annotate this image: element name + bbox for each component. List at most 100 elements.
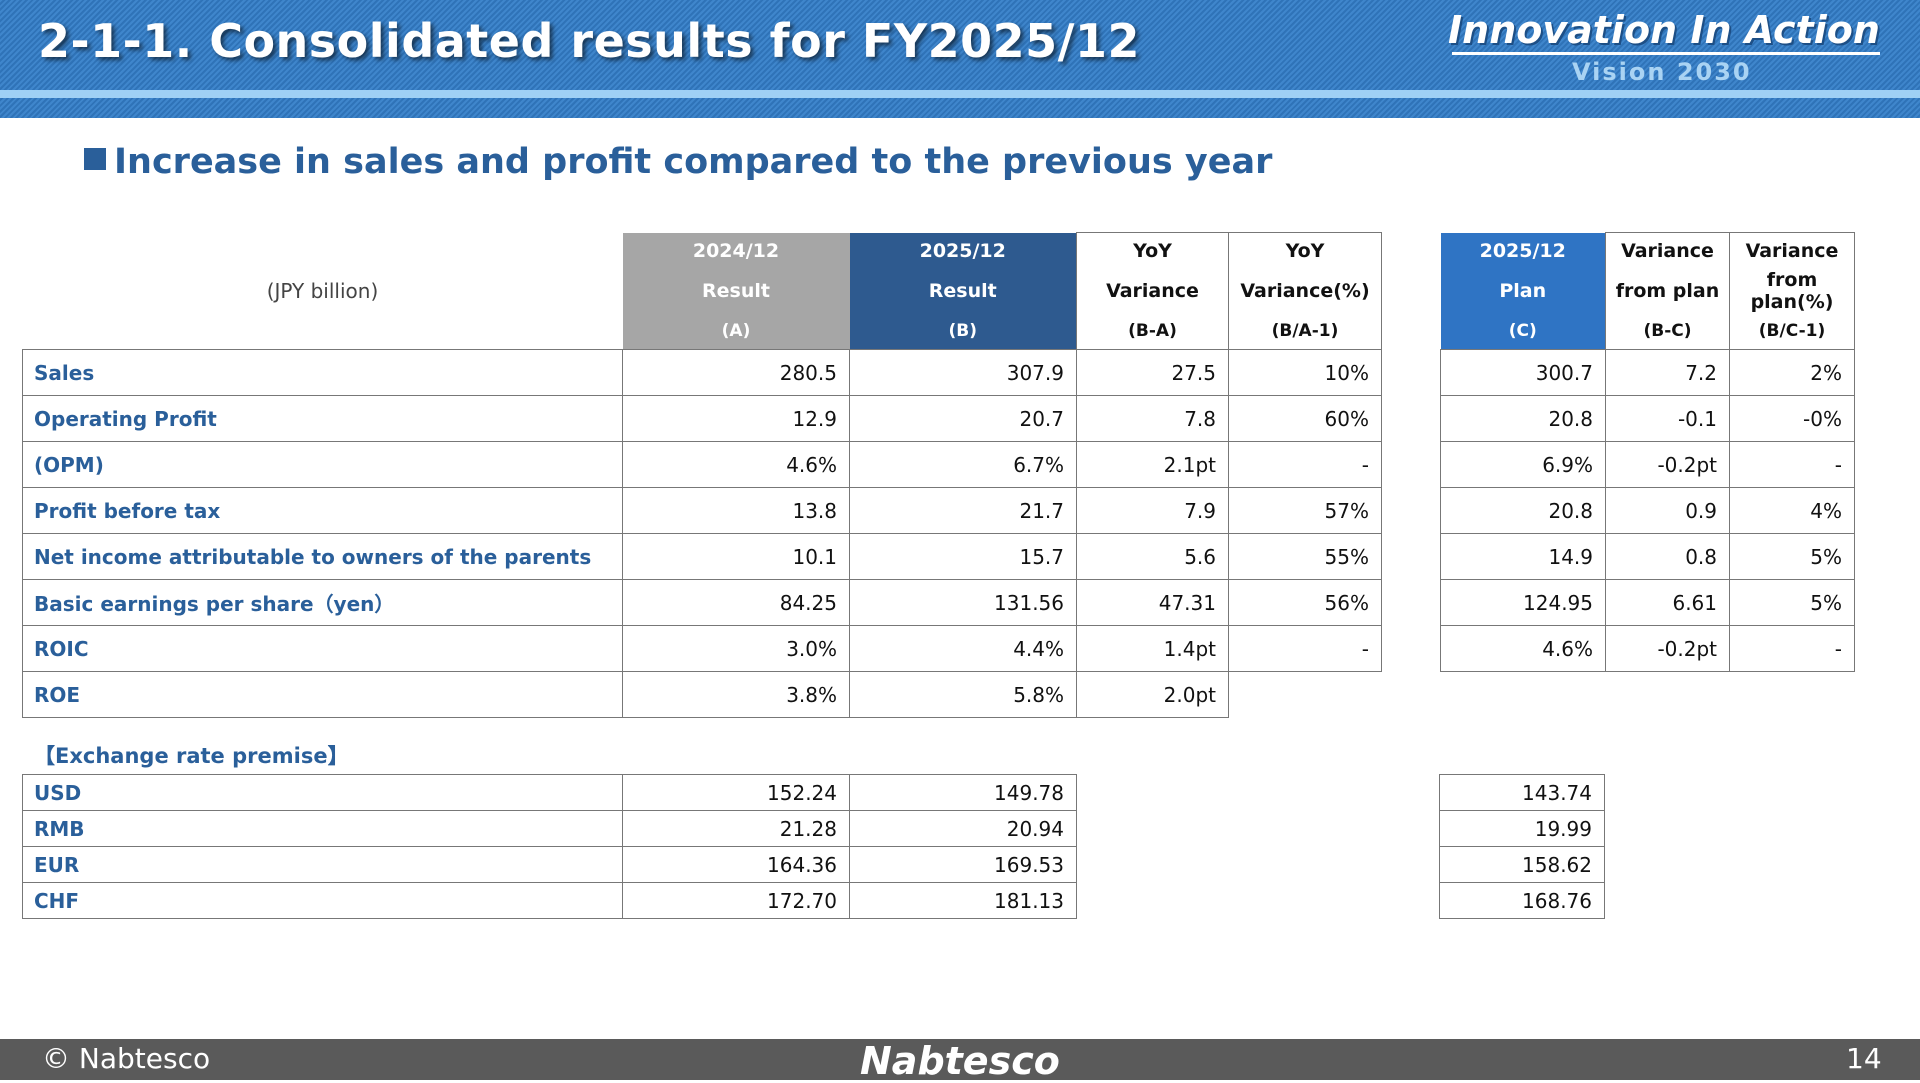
brand-main-text: Innovation In Action	[1448, 8, 1880, 52]
cell-bap: 56%	[1228, 579, 1382, 626]
gap	[1381, 579, 1441, 626]
exchange-rate-title: 【Exchange rate premise】	[34, 744, 349, 768]
col-ba-line3: (B-A)	[1076, 313, 1229, 350]
cell-ba: 47.31	[1076, 579, 1229, 626]
cell-bcp: -0%	[1729, 395, 1855, 442]
col-ba-line2: Variance	[1076, 269, 1229, 313]
cell-c: 124.95	[1440, 579, 1606, 626]
gap	[1077, 847, 1440, 883]
cell-bap: 10%	[1228, 349, 1382, 396]
page-number: 14	[1846, 1042, 1882, 1075]
cell-a: 10.1	[622, 533, 850, 580]
gap	[1381, 487, 1441, 534]
table-row: Basic earnings per share（yen） 84.25 131.…	[22, 579, 1855, 626]
cell-bc: 7.2	[1605, 349, 1730, 396]
row-label: Net income attributable to owners of the…	[22, 533, 623, 580]
table-row: ROE 3.8% 5.8% 2.0pt	[22, 671, 1855, 718]
col-a-line3: (A)	[622, 313, 850, 350]
rate-b: 181.13	[849, 882, 1077, 919]
gap	[1381, 671, 1441, 718]
gap	[1381, 533, 1441, 580]
gap	[1077, 775, 1440, 811]
cell-b: 15.7	[849, 533, 1077, 580]
cell-a: 12.9	[622, 395, 850, 442]
brand-underline	[1452, 52, 1880, 55]
row-label: Sales	[22, 349, 623, 396]
row-label: ROE	[22, 671, 623, 718]
company-logo: Nabtesco	[860, 1039, 1060, 1083]
cell-bap: -	[1228, 625, 1382, 672]
cell-ba: 5.6	[1076, 533, 1229, 580]
square-bullet-icon	[84, 148, 106, 170]
cell-ba: 2.1pt	[1076, 441, 1229, 488]
col-bap-line2: Variance(%)	[1228, 269, 1382, 313]
rate-a: 172.70	[622, 882, 850, 919]
rate-c: 19.99	[1439, 810, 1605, 847]
rate-a: 164.36	[622, 846, 850, 883]
gap	[1077, 811, 1440, 847]
col-c-line2: Plan	[1440, 269, 1606, 313]
page-title: 2-1-1. Consolidated results for FY2025/1…	[38, 14, 1140, 68]
cell-bap: -	[1228, 441, 1382, 488]
exchange-rate-table: USD 152.24 149.78 143.74 RMB 21.28 20.94…	[22, 774, 1605, 919]
cell-b: 21.7	[849, 487, 1077, 534]
cell-a: 4.6%	[622, 441, 850, 488]
results-table: (JPY billion) 2024/12 2025/12 YoY YoY 20…	[22, 232, 1855, 718]
gap	[1381, 232, 1441, 269]
currency-label: EUR	[22, 846, 623, 883]
cell-bc: -0.1	[1605, 395, 1730, 442]
table-row: EUR 164.36 169.53 158.62	[22, 846, 1605, 883]
table-row: ROIC 3.0% 4.4% 1.4pt - 4.6% -0.2pt -	[22, 625, 1855, 672]
col-bc-line1: Variance	[1605, 232, 1730, 269]
col-a-line1: 2024/12	[622, 232, 850, 269]
cell-bap: 60%	[1228, 395, 1382, 442]
brand-logo: Innovation In Action Vision 2030	[1448, 8, 1898, 88]
col-a-line2: Result	[622, 269, 850, 313]
empty-cell	[1730, 672, 1855, 718]
slide-subtitle: Increase in sales and profit compared to…	[84, 142, 1272, 182]
empty-cell	[1441, 672, 1606, 718]
empty-cell	[1229, 672, 1382, 718]
cell-bcp: 4%	[1729, 487, 1855, 534]
row-label: ROIC	[22, 625, 623, 672]
cell-a: 84.25	[622, 579, 850, 626]
rate-a: 152.24	[622, 774, 850, 811]
subtitle-text: Increase in sales and profit compared to…	[114, 142, 1273, 182]
table-row: Sales 280.5 307.9 27.5 10% 300.7 7.2 2%	[22, 349, 1855, 396]
gap	[1381, 313, 1441, 350]
table-row: USD 152.24 149.78 143.74	[22, 774, 1605, 811]
rate-a: 21.28	[622, 810, 850, 847]
cell-bcp: 2%	[1729, 349, 1855, 396]
col-bap-line3: (B/A-1)	[1228, 313, 1382, 350]
col-ba-line1: YoY	[1076, 232, 1229, 269]
cell-b: 131.56	[849, 579, 1077, 626]
cell-c: 20.8	[1440, 487, 1606, 534]
cell-bc: 6.61	[1605, 579, 1730, 626]
gap	[1077, 883, 1440, 919]
row-label: Profit before tax	[22, 487, 623, 534]
brand-sub-text: Vision 2030	[1572, 58, 1752, 86]
table-row: RMB 21.28 20.94 19.99	[22, 810, 1605, 847]
row-label: Operating Profit	[22, 395, 623, 442]
table-row: CHF 172.70 181.13 168.76	[22, 882, 1605, 919]
rate-c: 158.62	[1439, 846, 1605, 883]
col-b-line2: Result	[849, 269, 1077, 313]
cell-c: 4.6%	[1440, 625, 1606, 672]
cell-bcp: 5%	[1729, 533, 1855, 580]
gap	[1381, 395, 1441, 442]
cell-bc: 0.9	[1605, 487, 1730, 534]
cell-a: 13.8	[622, 487, 850, 534]
cell-bc: -0.2pt	[1605, 625, 1730, 672]
cell-bcp: -	[1729, 441, 1855, 488]
rate-c: 168.76	[1439, 882, 1605, 919]
col-c-line3: (C)	[1440, 313, 1606, 350]
cell-b: 307.9	[849, 349, 1077, 396]
col-bc-line2: from plan	[1605, 269, 1730, 313]
gap	[1381, 269, 1441, 313]
cell-bap: 55%	[1228, 533, 1382, 580]
cell-b: 5.8%	[849, 671, 1077, 718]
currency-label: CHF	[22, 882, 623, 919]
table-row: Net income attributable to owners of the…	[22, 533, 1855, 580]
cell-ba: 7.9	[1076, 487, 1229, 534]
cell-b: 4.4%	[849, 625, 1077, 672]
